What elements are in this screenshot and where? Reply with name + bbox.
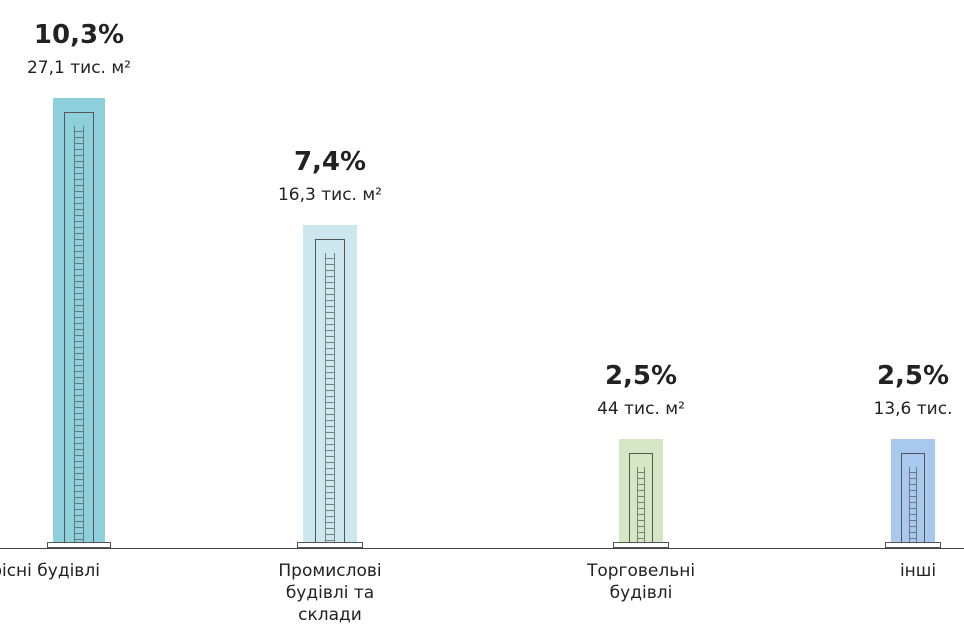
building-outline: [628, 452, 654, 548]
building-base: [885, 542, 941, 548]
building-windows: [636, 466, 646, 542]
building-windows: [908, 466, 918, 542]
category-label: Промислові будівлі та склади: [278, 561, 382, 626]
building-base: [47, 542, 111, 548]
area-label: 16,3 тис. м²: [277, 184, 383, 205]
building-base: [613, 542, 669, 548]
bar: [891, 438, 935, 548]
area-label: 27,1 тис. м²: [26, 58, 132, 78]
category-label: Офісні будівлі: [0, 561, 100, 581]
building-outline: [64, 112, 94, 548]
value-label: 10,3%: [33, 20, 125, 50]
building-windows: [324, 252, 336, 542]
category-label: Торговельні будівлі: [586, 561, 696, 604]
building-windows: [73, 126, 85, 542]
bar: [303, 224, 357, 548]
value-label: 2,5%: [876, 360, 950, 391]
building-outline: [900, 452, 926, 548]
area-label: 13,6 тис.: [873, 398, 953, 419]
building-outline: [314, 238, 346, 548]
value-label: 2,5%: [604, 360, 678, 391]
building-base: [297, 542, 363, 548]
ground-line: [0, 548, 964, 549]
category-label: інші: [899, 561, 937, 581]
bar: [619, 438, 663, 548]
area-label: 44 тис. м²: [597, 398, 685, 419]
bar: [53, 98, 105, 548]
value-label: 7,4%: [293, 146, 367, 177]
